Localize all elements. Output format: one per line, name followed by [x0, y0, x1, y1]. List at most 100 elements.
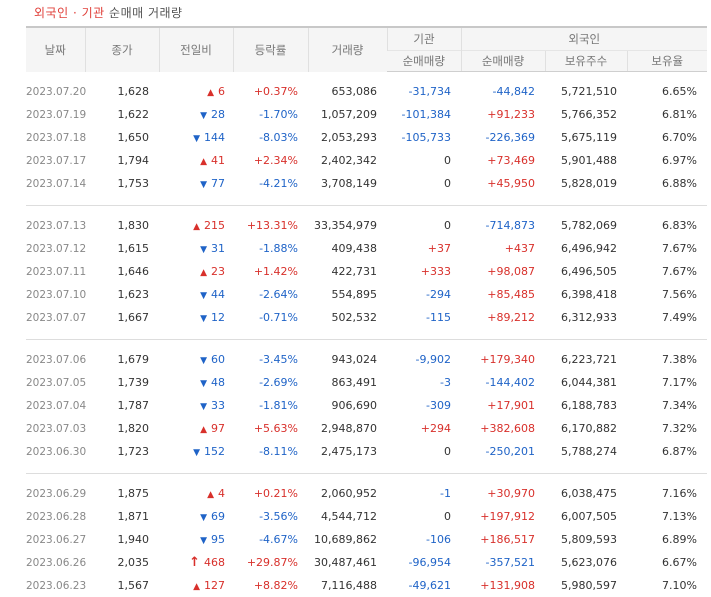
diff-cell: ▼28 — [159, 103, 233, 126]
price-cell: 1,871 — [85, 505, 159, 528]
diff-value: 4 — [218, 487, 225, 500]
caption-dot: · — [73, 6, 77, 20]
date-cell: 2023.07.06 — [26, 348, 85, 371]
volume-cell: 943,024 — [308, 348, 387, 371]
header-date: 날짜 — [26, 27, 85, 72]
foreign-shares-cell: 5,721,510 — [545, 80, 627, 103]
rate-cell: -2.64% — [233, 283, 308, 306]
institution-net-cell: -101,384 — [387, 103, 461, 126]
institution-net-cell: -49,621 — [387, 574, 461, 597]
caption-foreign: 외국인 — [34, 6, 69, 20]
diff-value: 33 — [211, 399, 225, 412]
volume-cell: 4,544,712 — [308, 505, 387, 528]
rate-cell: +0.37% — [233, 80, 308, 103]
rate-cell: +8.82% — [233, 574, 308, 597]
institution-net-cell: -106 — [387, 528, 461, 551]
header-volume: 거래량 — [308, 27, 387, 72]
volume-cell: 2,475,173 — [308, 440, 387, 463]
foreign-shares-cell: 5,809,593 — [545, 528, 627, 551]
foreign-shares-cell: 6,007,505 — [545, 505, 627, 528]
down-triangle-icon: ▼ — [200, 402, 207, 412]
diff-value: 215 — [204, 219, 225, 232]
foreign-net-cell: -226,369 — [461, 126, 545, 149]
foreign-net-cell: +98,087 — [461, 260, 545, 283]
diff-value: 127 — [204, 579, 225, 592]
institution-net-cell: -309 — [387, 394, 461, 417]
institution-net-cell: -1 — [387, 482, 461, 505]
foreign-net-cell: -357,521 — [461, 551, 545, 574]
down-triangle-icon: ▼ — [200, 536, 207, 546]
down-triangle-icon: ▼ — [200, 180, 207, 190]
foreign-net-cell: -250,201 — [461, 440, 545, 463]
foreign-ratio-cell: 7.38% — [627, 348, 707, 371]
group-top-gap — [26, 72, 707, 81]
price-cell: 1,940 — [85, 528, 159, 551]
down-triangle-icon: ▼ — [200, 513, 207, 523]
foreign-shares-cell: 6,398,418 — [545, 283, 627, 306]
price-cell: 2,035 — [85, 551, 159, 574]
diff-value: 28 — [211, 108, 225, 121]
diff-cell: ▼ 33 — [159, 394, 233, 417]
foreign-ratio-cell: 7.10% — [627, 574, 707, 597]
price-cell: 1,875 — [85, 482, 159, 505]
rate-cell: +1.42% — [233, 260, 308, 283]
institution-net-cell: -115 — [387, 306, 461, 329]
diff-value: 6 — [218, 85, 225, 98]
foreign-net-cell: -144,402 — [461, 371, 545, 394]
foreign-shares-cell: 6,188,783 — [545, 394, 627, 417]
rate-cell: -4.21% — [233, 172, 308, 195]
foreign-net-cell: +186,517 — [461, 528, 545, 551]
gap-cell — [26, 474, 707, 483]
rate-cell: -0.71% — [233, 306, 308, 329]
foreign-ratio-cell: 7.67% — [627, 260, 707, 283]
divider-cell — [26, 463, 707, 474]
price-cell: 1,739 — [85, 371, 159, 394]
volume-cell: 1,057,209 — [308, 103, 387, 126]
foreign-ratio-cell: 6.87% — [627, 440, 707, 463]
diff-value: 95 — [211, 533, 225, 546]
price-cell: 1,794 — [85, 149, 159, 172]
down-triangle-icon: ▼ — [193, 134, 200, 144]
foreign-shares-cell: 6,312,933 — [545, 306, 627, 329]
up-triangle-icon: ▲ — [207, 88, 214, 98]
volume-cell: 653,086 — [308, 80, 387, 103]
institution-net-cell: -31,734 — [387, 80, 461, 103]
rate-cell: +2.34% — [233, 149, 308, 172]
foreign-ratio-cell: 7.32% — [627, 417, 707, 440]
date-cell: 2023.07.07 — [26, 306, 85, 329]
date-cell: 2023.06.26 — [26, 551, 85, 574]
price-cell: 1,646 — [85, 260, 159, 283]
date-cell: 2023.07.04 — [26, 394, 85, 417]
date-cell: 2023.07.19 — [26, 103, 85, 126]
diff-cell: ▼48 — [159, 371, 233, 394]
date-cell: 2023.07.12 — [26, 237, 85, 260]
foreign-shares-cell: 6,170,882 — [545, 417, 627, 440]
diff-value: 12 — [211, 311, 225, 324]
foreign-ratio-cell: 6.65% — [627, 80, 707, 103]
header-rate: 등락률 — [233, 27, 308, 72]
diff-value: 41 — [211, 154, 225, 167]
date-cell: 2023.07.18 — [26, 126, 85, 149]
diff-cell: ▲41 — [159, 149, 233, 172]
header-foreign-net: 순매매량 — [461, 51, 545, 72]
up-triangle-icon: ▲ — [207, 490, 214, 500]
foreign-net-cell: +91,233 — [461, 103, 545, 126]
diff-cell: ▲127 — [159, 574, 233, 597]
rate-cell: +5.63% — [233, 417, 308, 440]
diff-cell: ▼152 — [159, 440, 233, 463]
volume-cell: 422,731 — [308, 260, 387, 283]
institution-net-cell: -9,902 — [387, 348, 461, 371]
up-triangle-icon: ▲ — [193, 222, 200, 232]
down-triangle-icon: ▼ — [200, 291, 207, 301]
date-cell: 2023.06.30 — [26, 440, 85, 463]
rate-cell: -2.69% — [233, 371, 308, 394]
up-triangle-icon: ▲ — [200, 268, 207, 278]
down-triangle-icon: ▼ — [200, 245, 207, 255]
